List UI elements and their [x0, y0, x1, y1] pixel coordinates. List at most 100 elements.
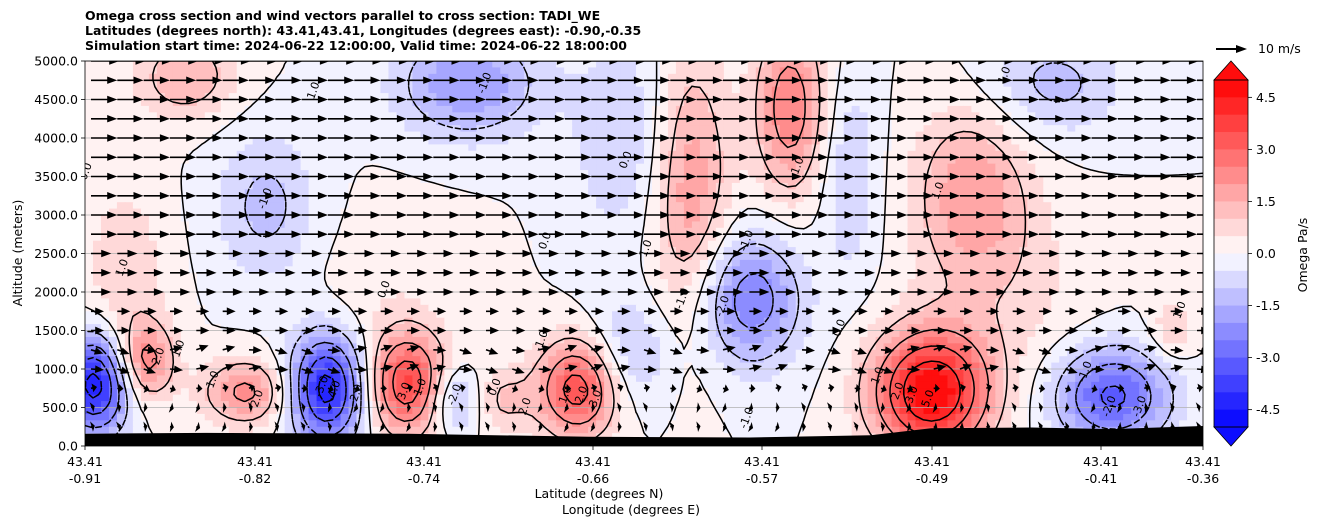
omega-cell [284, 176, 294, 184]
omega-cell [292, 266, 302, 274]
omega-cell [636, 189, 645, 197]
omega-cell [628, 221, 637, 229]
omega-cell [1171, 86, 1180, 94]
omega-cell [636, 221, 645, 229]
omega-cell [412, 259, 421, 267]
omega-cell [204, 93, 214, 101]
omega-cell [899, 138, 909, 146]
omega-cell [85, 144, 94, 152]
omega-cell [691, 131, 701, 139]
omega-cell [659, 266, 669, 274]
omega-cell [612, 170, 621, 178]
omega-cell [92, 182, 102, 190]
omega-cell [915, 253, 925, 261]
omega-cell [995, 253, 1004, 261]
omega-cell [1083, 157, 1092, 165]
omega-cell [92, 163, 102, 171]
omega-cell [939, 195, 949, 203]
omega-cell [1051, 125, 1060, 133]
omega-cell [260, 182, 270, 190]
omega-cell [1163, 272, 1172, 280]
omega-cell [164, 138, 174, 146]
omega-cell [500, 67, 509, 75]
title-line-3: Simulation start time: 2024-06-22 12:00:… [85, 38, 627, 53]
omega-cell [324, 157, 334, 165]
omega-cell [620, 234, 629, 242]
omega-cell [388, 182, 398, 190]
omega-cell [108, 285, 118, 293]
omega-cell [1091, 234, 1100, 242]
omega-cell [404, 112, 414, 120]
omega-cell [532, 240, 541, 248]
omega-cell [492, 182, 501, 190]
omega-cell [811, 247, 821, 255]
omega-cell [516, 195, 525, 203]
omega-cell [140, 208, 150, 216]
omega-cell [931, 240, 941, 248]
omega-cell [140, 112, 150, 120]
omega-cell [803, 170, 813, 178]
omega-cell [1107, 131, 1116, 139]
omega-cell [164, 176, 174, 184]
omega-cell [771, 234, 781, 242]
omega-cell [779, 259, 789, 267]
omega-cell [428, 99, 437, 107]
omega-cell [731, 80, 741, 88]
omega-cell [1123, 131, 1132, 139]
omega-cell [1171, 182, 1180, 190]
omega-cell [691, 240, 701, 248]
omega-cell [1179, 73, 1188, 81]
omega-cell [492, 208, 501, 216]
omega-cell [540, 253, 549, 261]
title-line-1: Omega cross section and wind vectors par… [85, 8, 600, 24]
omega-cell [196, 247, 206, 255]
omega-cell [316, 170, 326, 178]
omega-cell [811, 195, 821, 203]
omega-cell [803, 118, 813, 126]
omega-cell [508, 125, 517, 133]
omega-cell [108, 163, 118, 171]
omega-cell [771, 150, 781, 158]
omega-cell [156, 279, 166, 287]
omega-cell [859, 112, 869, 120]
omega-cell [1131, 144, 1140, 152]
omega-cell [180, 272, 190, 280]
omega-cell [1043, 240, 1052, 248]
omega-cell [659, 93, 669, 101]
omega-cell [116, 272, 126, 280]
omega-cell [987, 105, 996, 113]
omega-cell [332, 144, 342, 152]
omega-cell [731, 247, 741, 255]
omega-cell [628, 144, 637, 152]
omega-cell [659, 247, 669, 255]
omega-cell [188, 259, 198, 267]
omega-cell [747, 93, 757, 101]
omega-cell [204, 67, 214, 75]
omega-cell [907, 93, 917, 101]
omega-cell [460, 80, 469, 88]
omega-cell [148, 240, 158, 248]
omega-cell [156, 138, 166, 146]
omega-cell [979, 189, 988, 197]
omega-cell [939, 215, 949, 223]
omega-cell [907, 247, 917, 255]
omega-cell [108, 86, 118, 94]
omega-cell [356, 247, 366, 255]
omega-cell [931, 202, 941, 210]
omega-cell [92, 195, 102, 203]
omega-cell [468, 272, 477, 280]
omega-cell [388, 279, 398, 287]
omega-cell [388, 144, 398, 152]
omega-cell [396, 202, 406, 210]
omega-cell [204, 80, 214, 88]
omega-cell [1003, 279, 1012, 287]
omega-cell [1003, 253, 1012, 261]
omega-cell [1139, 259, 1148, 267]
omega-cell [220, 138, 230, 146]
omega-cell [835, 215, 845, 223]
omega-cell [620, 253, 629, 261]
omega-cell [532, 279, 541, 287]
omega-cell [723, 253, 733, 261]
omega-cell [875, 182, 885, 190]
omega-cell [148, 118, 158, 126]
